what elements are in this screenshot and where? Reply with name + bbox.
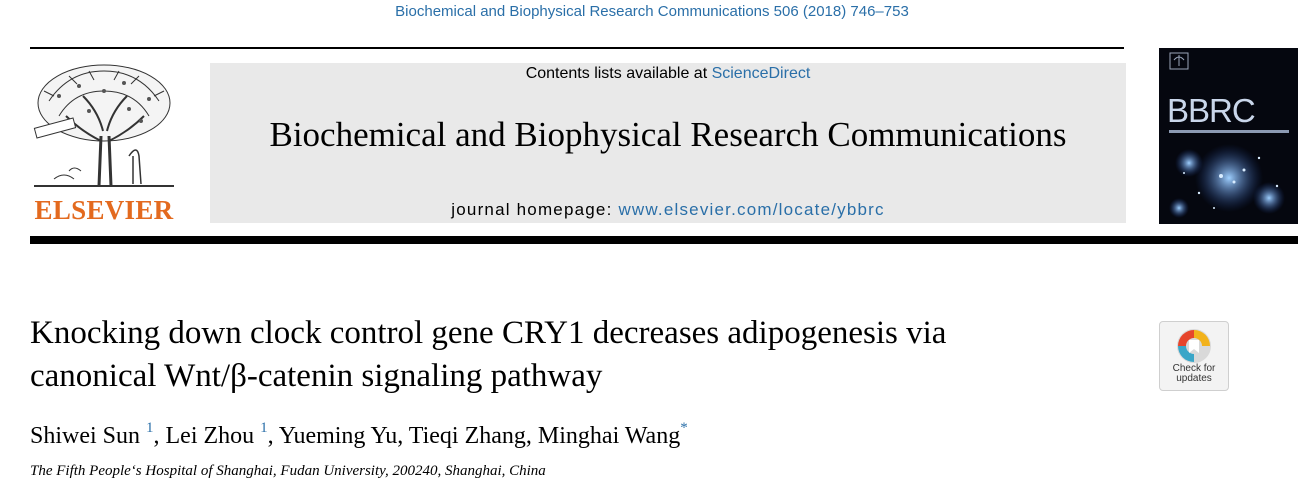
- elsevier-wordmark: ELSEVIER: [34, 195, 174, 225]
- journal-citation[interactable]: Biochemical and Biophysical Research Com…: [395, 3, 909, 20]
- top-divider: [30, 47, 1124, 49]
- check-for-updates-label: Check for updates: [1160, 364, 1228, 384]
- check-for-updates-line-1: Check for: [1172, 363, 1216, 374]
- cover-subtitle-bar: [1169, 130, 1289, 133]
- author-list: Shiwei Sun 1, Lei Zhou 1, Yueming Yu, Ti…: [30, 420, 688, 450]
- cover-art: [1169, 144, 1285, 218]
- elsevier-tree-icon: [33, 64, 174, 187]
- sciencedirect-link[interactable]: ScienceDirect: [711, 65, 811, 82]
- article-title-line-2: canonical Wnt/β-catenin signaling pathwa…: [30, 358, 603, 394]
- check-for-updates-line-2: updates: [1176, 373, 1212, 384]
- author-name[interactable]: Yueming Yu: [278, 423, 398, 449]
- journal-title: Biochemical and Biophysical Research Com…: [269, 115, 1067, 154]
- author-separator: ,: [267, 423, 279, 449]
- article-title: Knocking down clock control gene CRY1 de…: [30, 312, 1110, 398]
- journal-cover[interactable]: BBRC: [1159, 48, 1298, 224]
- author-affiliation: The Fifth People‘s Hospital of Shanghai,…: [30, 463, 546, 479]
- contents-line: Contents lists available at ScienceDirec…: [210, 65, 1126, 83]
- elsevier-logo[interactable]: ELSEVIER: [29, 61, 179, 227]
- homepage-prefix: journal homepage:: [451, 200, 619, 219]
- cover-title: BBRC: [1167, 92, 1256, 129]
- contents-prefix: Contents lists available at: [525, 65, 712, 82]
- homepage-line: journal homepage: www.elsevier.com/locat…: [210, 200, 1126, 220]
- author-affiliation-mark[interactable]: 1: [260, 420, 268, 436]
- header-rule: [30, 236, 1298, 244]
- corresponding-author-mark[interactable]: *: [680, 420, 688, 436]
- author-separator: ,: [525, 423, 538, 449]
- check-for-updates-badge[interactable]: Check for updates: [1159, 321, 1229, 391]
- author-separator: ,: [153, 423, 166, 449]
- author-name[interactable]: Shiwei Sun: [30, 423, 141, 449]
- check-for-updates-icon: [1177, 329, 1211, 363]
- author-affiliation-mark[interactable]: 1: [146, 420, 154, 436]
- author-name[interactable]: Tieqi Zhang: [408, 423, 526, 449]
- author-name[interactable]: Lei Zhou: [165, 423, 255, 449]
- journal-header-box: Contents lists available at ScienceDirec…: [210, 63, 1126, 223]
- homepage-link[interactable]: www.elsevier.com/locate/ybbrc: [618, 200, 885, 219]
- article-title-line-1: Knocking down clock control gene CRY1 de…: [30, 315, 947, 351]
- author-separator: ,: [397, 423, 409, 449]
- cover-publisher-icon: [1169, 52, 1189, 70]
- author-name[interactable]: Minghai Wang: [537, 423, 681, 449]
